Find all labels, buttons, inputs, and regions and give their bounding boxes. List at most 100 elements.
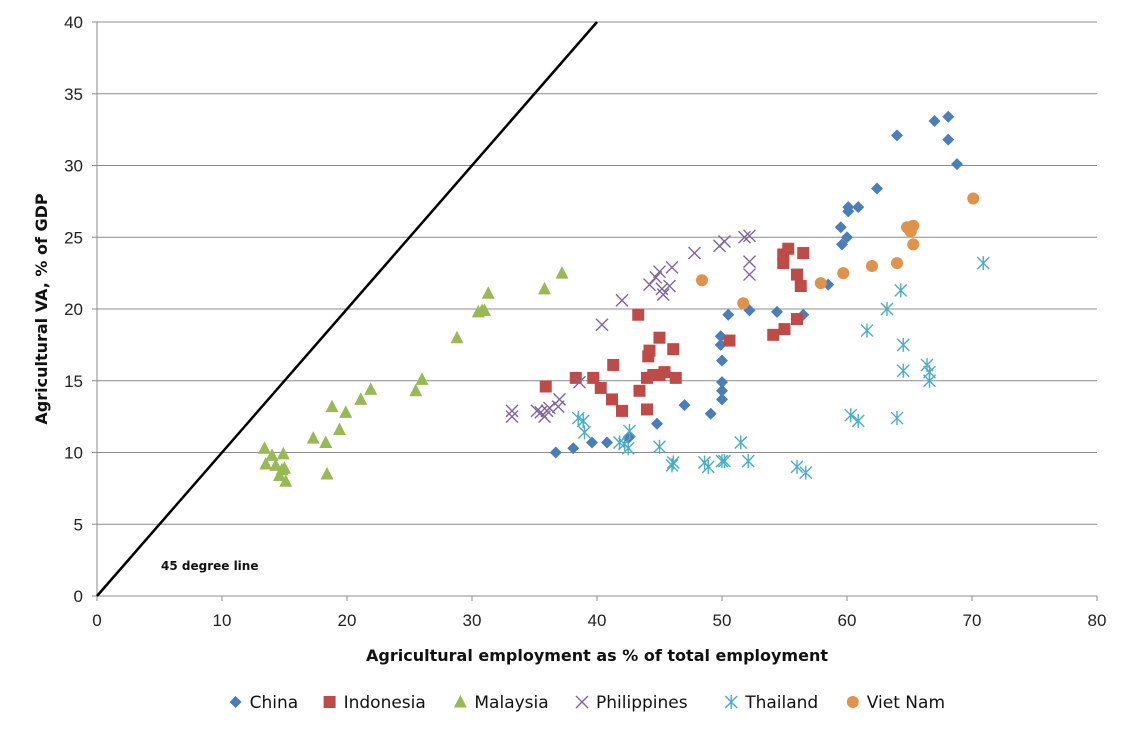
- x-tick-label: 30: [463, 611, 482, 630]
- data-point: [643, 344, 656, 357]
- x-tick-label: 40: [588, 611, 607, 630]
- data-point: [790, 459, 804, 474]
- data-point: [741, 454, 755, 469]
- data-point: [743, 255, 756, 269]
- data-point: [667, 343, 680, 356]
- reference-line-label: 45 degree line: [161, 559, 258, 573]
- data-point: [743, 268, 756, 282]
- data-point: [716, 376, 728, 389]
- series-philippines: [505, 229, 756, 424]
- data-point: [737, 297, 750, 310]
- data-point: [778, 323, 791, 336]
- data-point: [891, 129, 903, 142]
- data-point: [649, 270, 663, 284]
- data-point: [478, 303, 491, 316]
- y-tick-label: 15: [64, 372, 83, 391]
- data-point: [923, 373, 936, 388]
- data-point: [258, 441, 271, 454]
- data-point: [722, 308, 735, 321]
- data-point: [723, 334, 736, 347]
- data-point: [616, 404, 628, 417]
- data-point: [333, 422, 346, 436]
- data-point: [844, 408, 858, 423]
- data-point: [715, 454, 729, 469]
- data-point: [415, 372, 429, 385]
- data-point: [594, 381, 607, 394]
- data-point: [364, 382, 378, 395]
- data-point: [530, 404, 544, 418]
- data-point: [696, 274, 708, 287]
- y-tick-label: 10: [64, 444, 83, 463]
- data-point: [320, 467, 334, 480]
- data-point: [837, 267, 850, 280]
- reference-line: [96, 21, 598, 597]
- data-point: [641, 403, 653, 416]
- series-malaysia: [258, 266, 569, 487]
- data-point: [951, 158, 963, 171]
- data-point: [306, 431, 320, 444]
- legend-label: Philippines: [596, 693, 688, 713]
- data-point: [701, 459, 715, 474]
- data-point: [716, 384, 728, 397]
- data-point: [319, 435, 333, 448]
- legend-item-malaysia: Malaysia: [453, 693, 549, 713]
- data-point: [595, 318, 609, 332]
- x-tick-label: 0: [92, 611, 101, 630]
- data-point: [653, 265, 666, 279]
- data-point: [613, 435, 626, 450]
- data-point: [450, 330, 464, 344]
- data-point: [794, 280, 807, 293]
- data-point: [621, 441, 635, 456]
- reference-line-group: [96, 21, 598, 597]
- data-point: [505, 410, 519, 424]
- data-point: [505, 404, 519, 418]
- data-point: [967, 192, 980, 205]
- x-tick-label: 10: [213, 611, 232, 630]
- x-tick-label: 20: [338, 611, 357, 630]
- data-point: [976, 256, 990, 271]
- data-point: [791, 313, 803, 326]
- data-point: [734, 435, 748, 450]
- legend-marker: [229, 696, 242, 708]
- y-tick-label: 0: [74, 587, 83, 606]
- data-point: [655, 282, 669, 296]
- data-point: [553, 392, 566, 406]
- legend-item-china: China: [229, 693, 298, 713]
- data-point: [601, 436, 613, 449]
- data-point: [718, 235, 731, 249]
- data-point: [836, 238, 848, 251]
- data-point: [896, 337, 910, 352]
- y-tick-label: 35: [64, 85, 83, 104]
- data-point: [852, 201, 865, 214]
- legend-item-indonesia: Indonesia: [323, 693, 426, 713]
- data-point: [607, 358, 620, 371]
- data-point: [633, 384, 646, 397]
- legend-marker: [724, 695, 738, 709]
- data-point: [799, 465, 813, 480]
- data-point: [782, 242, 795, 255]
- x-axis-title: Agricultural employment as % of total em…: [366, 646, 828, 665]
- y-tick-label: 5: [74, 515, 83, 534]
- data-point: [928, 115, 941, 128]
- data-point: [704, 407, 717, 420]
- data-point: [767, 328, 780, 341]
- data-point: [942, 133, 955, 146]
- legend-marker: [323, 696, 336, 708]
- data-point: [656, 288, 670, 302]
- data-point: [586, 436, 598, 449]
- data-point: [573, 375, 586, 389]
- data-point: [907, 238, 920, 251]
- data-point: [834, 221, 847, 234]
- data-point: [666, 455, 680, 470]
- data-point: [880, 302, 894, 316]
- data-point: [571, 411, 585, 426]
- series-thailand: [571, 256, 990, 480]
- data-point: [716, 393, 728, 406]
- data-point: [623, 423, 636, 438]
- data-point: [891, 257, 903, 270]
- data-point: [942, 110, 955, 123]
- legend-item-thailand: Thailand: [724, 693, 818, 713]
- data-point: [738, 230, 751, 244]
